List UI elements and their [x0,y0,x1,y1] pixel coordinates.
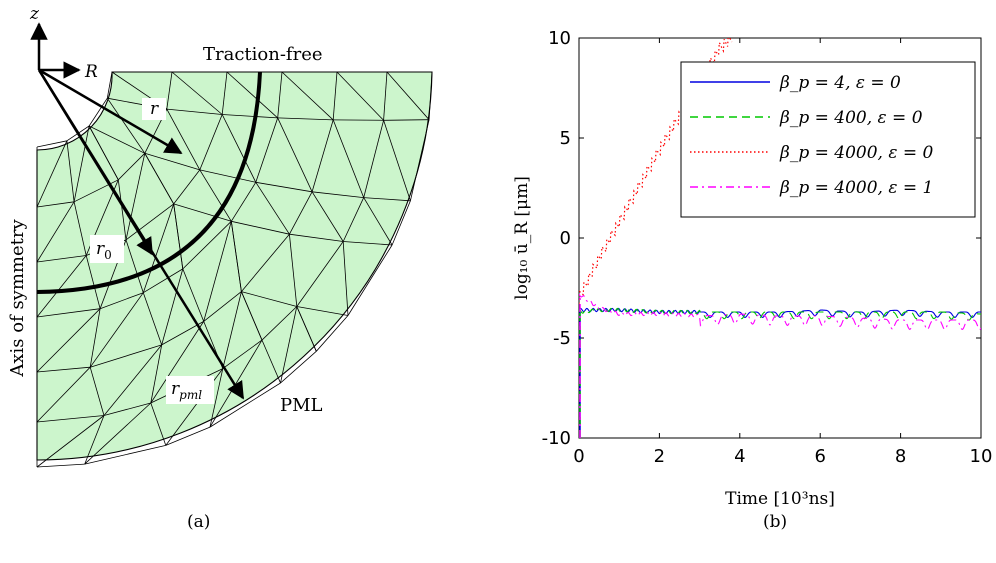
legend-label: β_p = 4000, ε = 1 [779,178,933,198]
x-tick-label: 6 [814,446,825,467]
x-tick-label: 2 [654,446,665,467]
series-line [579,307,981,321]
y-tick-label: 5 [560,128,571,149]
label-rpml: rpml [171,379,202,402]
label-z: z [29,4,40,24]
legend-label: β_p = 4, ε = 0 [779,73,901,93]
y-axis-label: log₁₀ ū_R [μm] [512,176,532,300]
mesh-domain [36,71,433,461]
y-tick-label: 0 [560,228,571,249]
panel-b-chart: 0 2 4 6 8 10 10 5 0 -5 -10 Time [10³ns] log₁₀ ū_R … [512,28,992,532]
y-tick-label: 10 [548,28,571,49]
label-r0: r0 [96,239,112,262]
legend: β_p = 4, ε = 0 β_p = 400, ε = 0 β_p = 4000… [680,61,976,218]
caption-b: (b) [763,512,787,532]
label-pml: PML [280,395,323,416]
x-tick-label: 10 [970,446,993,467]
legend-label: β_p = 400, ε = 0 [779,108,923,128]
y-tick-label: -5 [553,328,571,349]
label-r: r [150,99,159,119]
legend-label: β_p = 4000, ε = 0 [779,143,934,163]
legend-box [680,61,976,218]
label-R: R [84,62,98,82]
r-arrow [38,68,183,155]
caption-a: (a) [187,512,210,532]
x-tick-label: 8 [895,446,906,467]
series-group [579,38,981,438]
x-axis-label: Time [10³ns] [725,489,835,509]
boundary-r0-arc [36,71,262,294]
x-tick-label: 0 [573,446,584,467]
axis-ticks: 0 2 4 6 8 10 10 5 0 -5 -10 [542,28,993,467]
y-tick-label: -10 [542,428,571,449]
rpml-arrow [37,69,245,400]
label-traction-free: Traction-free [203,44,323,65]
panel-a-diagram: z R r r0 rpml Traction-free PML Axis of … [7,4,433,532]
label-axis-of-symmetry: Axis of symmetry [7,219,28,378]
x-tick-label: 4 [734,446,745,467]
mesh-grid [36,71,433,468]
